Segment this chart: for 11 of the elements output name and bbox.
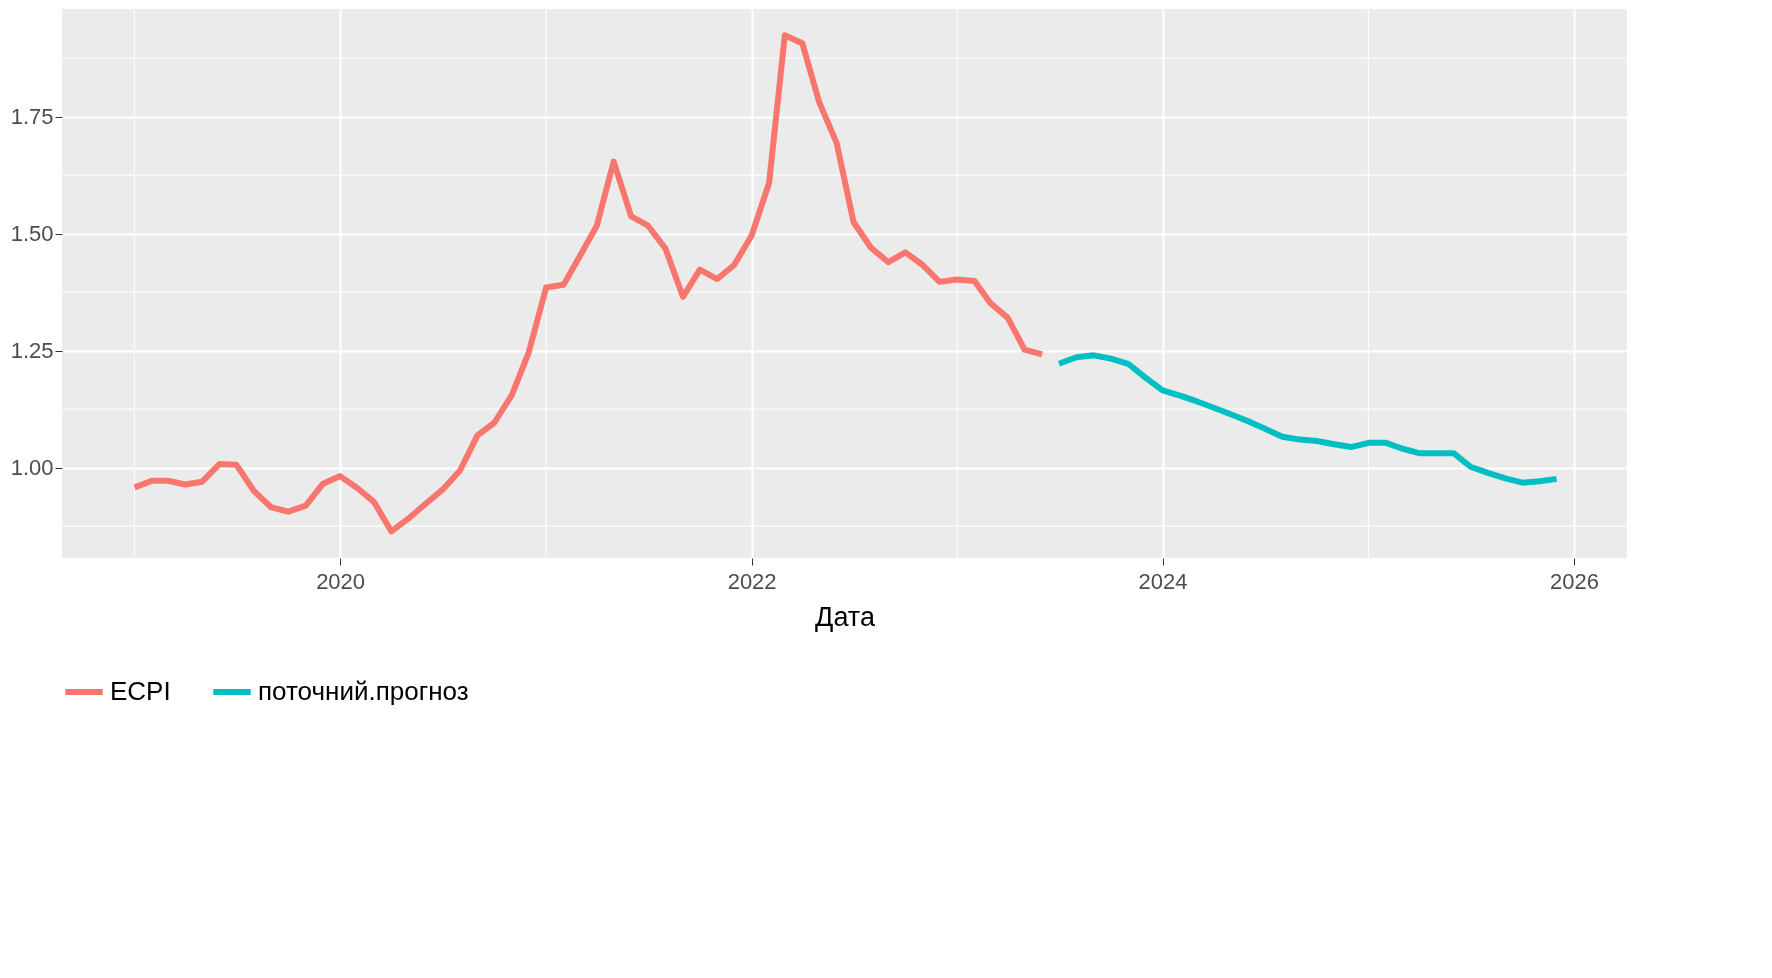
legend-label: ECPI: [110, 676, 171, 706]
x-tick-label: 2022: [727, 568, 777, 594]
x-tick-label: 2020: [316, 568, 366, 594]
x-tick-label: 2026: [1550, 568, 1600, 594]
x-axis-title: Дата: [815, 601, 876, 632]
y-tick-label: 1.00: [10, 455, 54, 481]
y-tick-label: 1.50: [10, 221, 54, 247]
x-tick-label: 2024: [1138, 568, 1188, 594]
legend-label: поточний.прогноз: [258, 676, 469, 706]
y-tick-label: 1.25: [10, 338, 54, 364]
y-tick-label: 1.75: [10, 104, 54, 130]
